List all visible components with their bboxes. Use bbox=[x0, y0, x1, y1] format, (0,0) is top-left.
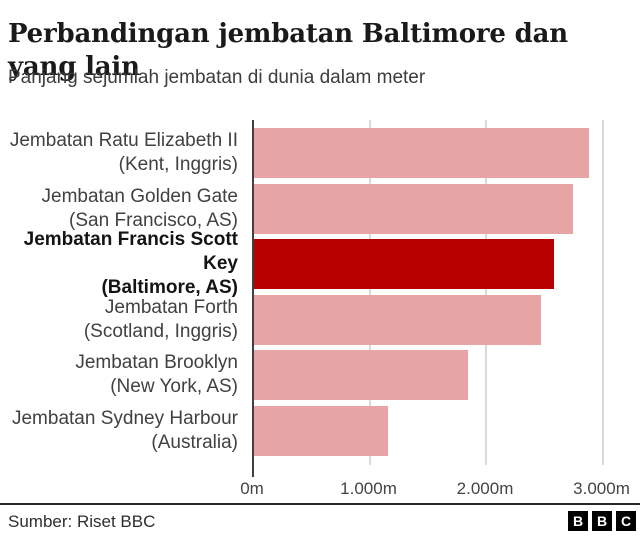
gridline-2000m bbox=[485, 120, 487, 465]
bbc-logo-block: B bbox=[592, 511, 612, 531]
bar bbox=[254, 350, 468, 401]
bbc-logo-block: B bbox=[568, 511, 588, 531]
bar bbox=[254, 294, 542, 345]
bar bbox=[254, 128, 589, 178]
bar-label: Jembatan Forth (Scotland, Inggris) bbox=[0, 295, 238, 345]
x-tick-label: 1.000m bbox=[340, 479, 397, 498]
chart-subtitle: Panjang sejumlah jembatan di dunia dalam… bbox=[8, 67, 426, 88]
page-title: Perbandingan jembatan Baltimore dan yang… bbox=[8, 19, 568, 83]
bar-label-column: Jembatan Ratu Elizabeth II (Kent, Inggris… bbox=[0, 120, 244, 465]
bar-label: Jembatan Sydney Harbour (Australia) bbox=[0, 406, 238, 456]
x-tick-label: 2.000m bbox=[456, 479, 514, 498]
bridge-location: (Australia) bbox=[151, 432, 238, 453]
bar-label: Jembatan Francis Scott Key (Baltimore, AS… bbox=[0, 229, 238, 298]
bar-label: Jembatan Ratu Elizabeth II (Kent, Inggris… bbox=[0, 128, 238, 178]
bridge-location: (Kent, Inggris) bbox=[118, 154, 238, 175]
source-credit: Sumber: Riset BBC bbox=[8, 512, 156, 531]
footer-divider bbox=[0, 503, 640, 505]
bridge-location: (Scotland, Inggris) bbox=[83, 320, 238, 342]
bridge-name: Jembatan Brooklyn bbox=[75, 352, 238, 374]
y-axis-line bbox=[252, 120, 254, 477]
bridge-location: (Baltimore, AS) bbox=[101, 277, 238, 299]
bar-highlighted bbox=[254, 239, 554, 290]
bridge-name: Jembatan Francis Scott Key bbox=[23, 229, 238, 275]
gridline-3000m bbox=[601, 120, 604, 465]
bbc-logo-block: C bbox=[616, 511, 636, 531]
x-axis-tick-labels: 0m 1.000m 2.000m 3.000m bbox=[240, 478, 636, 500]
bridge-name: Jembatan Forth bbox=[104, 296, 238, 318]
bar bbox=[254, 183, 573, 234]
bridge-location: (San Francisco, AS) bbox=[69, 209, 238, 231]
bridge-name: Jembatan Sydney Harbour bbox=[11, 408, 238, 429]
bridge-location: (New York, AS) bbox=[110, 376, 238, 398]
bridge-name: Jembatan Golden Gate bbox=[41, 185, 238, 207]
gridline-1000m bbox=[368, 120, 371, 465]
bar-label: Jembatan Brooklyn (New York, AS) bbox=[0, 350, 238, 400]
x-tick-label: 0m bbox=[240, 479, 264, 498]
bar-label: Jembatan Golden Gate (San Francisco, AS) bbox=[0, 184, 238, 234]
bridge-name: Jembatan Ratu Elizabeth II bbox=[9, 130, 238, 151]
bar bbox=[254, 406, 388, 456]
bar-plot-area bbox=[252, 120, 636, 477]
x-tick-label: 3.000m bbox=[573, 479, 630, 498]
